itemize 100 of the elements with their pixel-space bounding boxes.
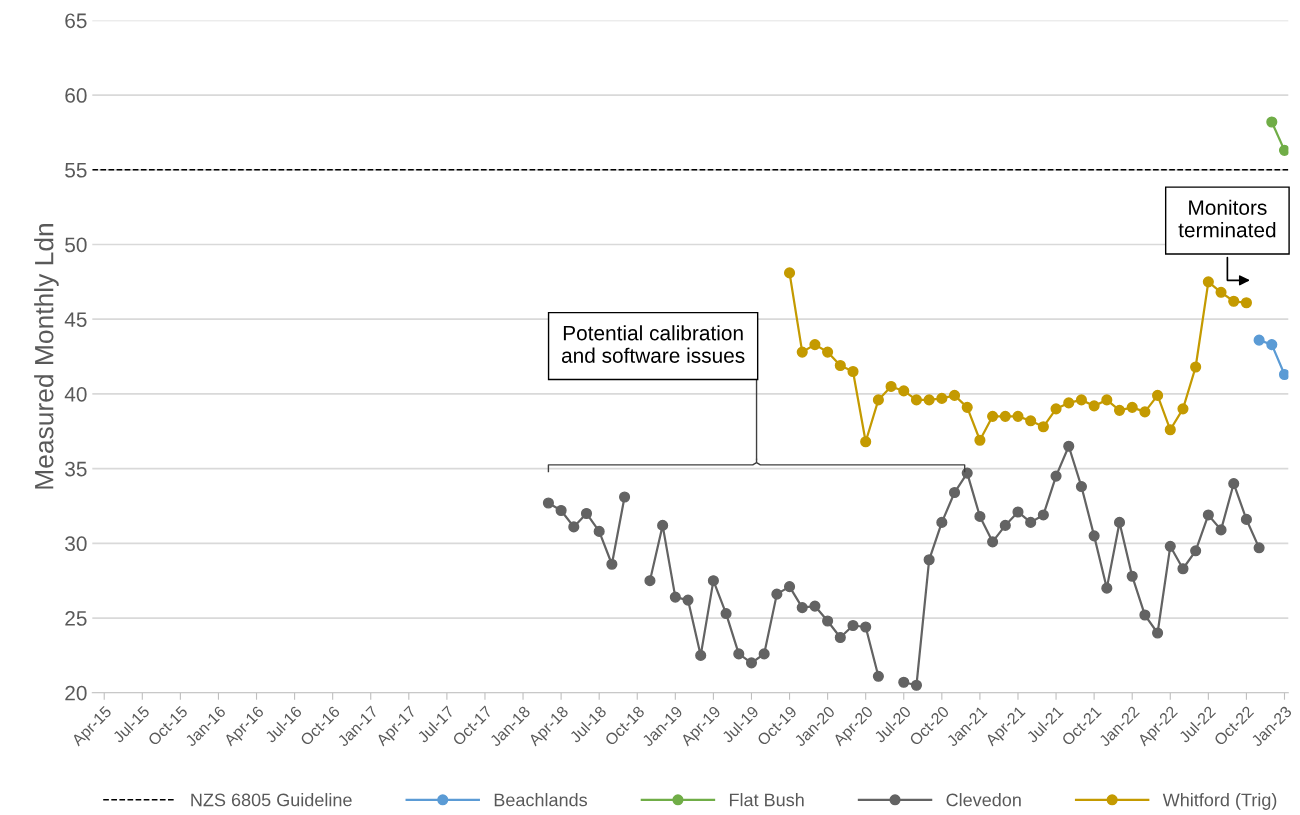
point bbox=[619, 491, 631, 503]
point bbox=[1101, 582, 1113, 594]
point bbox=[1139, 406, 1151, 418]
point bbox=[999, 519, 1011, 531]
point bbox=[885, 380, 897, 393]
point bbox=[1075, 480, 1087, 493]
point bbox=[936, 392, 948, 404]
legend-label: Clevedon bbox=[946, 793, 1021, 807]
y-tick-label: 45 bbox=[64, 312, 87, 327]
point bbox=[1088, 530, 1100, 542]
point bbox=[923, 394, 935, 406]
point bbox=[1240, 297, 1252, 309]
annotation: Monitors terminated bbox=[1178, 199, 1276, 238]
point bbox=[1240, 513, 1252, 525]
point bbox=[733, 648, 745, 660]
point bbox=[720, 608, 732, 620]
point bbox=[1177, 403, 1189, 415]
point bbox=[1228, 478, 1240, 490]
point bbox=[1025, 415, 1037, 427]
point bbox=[1164, 424, 1176, 436]
point bbox=[758, 648, 770, 660]
point bbox=[847, 619, 859, 632]
point bbox=[872, 670, 884, 682]
point bbox=[1278, 144, 1289, 156]
point bbox=[644, 575, 656, 587]
point bbox=[961, 401, 973, 413]
y-axis-title: Measured Monthly Ldn bbox=[34, 224, 59, 489]
point bbox=[1228, 295, 1240, 307]
point bbox=[1215, 524, 1227, 536]
point bbox=[783, 581, 796, 593]
point bbox=[898, 676, 910, 688]
point bbox=[555, 504, 567, 517]
point bbox=[987, 410, 999, 422]
point bbox=[1253, 334, 1265, 346]
point bbox=[1278, 368, 1289, 381]
point bbox=[796, 346, 808, 358]
point bbox=[872, 394, 884, 406]
y-tick-label: 40 bbox=[64, 386, 87, 402]
y-tick-label: 20 bbox=[65, 685, 87, 701]
point bbox=[898, 385, 910, 397]
point bbox=[1113, 516, 1126, 528]
point bbox=[542, 497, 554, 509]
point bbox=[1050, 403, 1062, 415]
point bbox=[1190, 545, 1202, 557]
point bbox=[809, 339, 821, 351]
point bbox=[783, 267, 796, 279]
point bbox=[936, 516, 948, 528]
y-tick-label: 65 bbox=[65, 13, 87, 29]
point bbox=[822, 615, 834, 627]
point bbox=[771, 588, 783, 600]
point bbox=[1063, 397, 1075, 409]
point bbox=[847, 365, 859, 378]
point bbox=[961, 467, 973, 479]
point bbox=[682, 594, 694, 606]
point bbox=[1202, 276, 1214, 288]
point bbox=[1088, 400, 1100, 412]
point bbox=[860, 436, 872, 448]
point bbox=[796, 602, 808, 614]
point bbox=[1075, 394, 1087, 406]
y-tick-label: 30 bbox=[65, 536, 87, 552]
point bbox=[1037, 509, 1049, 521]
point bbox=[1152, 389, 1164, 401]
point bbox=[834, 359, 846, 372]
y-tick-label: 35 bbox=[65, 461, 87, 477]
point bbox=[1025, 516, 1037, 528]
point bbox=[669, 591, 681, 603]
point bbox=[948, 486, 961, 499]
y-tick-label: 25 bbox=[65, 611, 87, 626]
point bbox=[606, 558, 618, 570]
point bbox=[1164, 540, 1176, 552]
legend-label: Whitford (Trig) bbox=[1162, 793, 1277, 810]
point bbox=[1037, 421, 1049, 433]
annotation: Potential calibration and software issues bbox=[561, 325, 745, 363]
y-tick-label: 60 bbox=[65, 88, 87, 103]
point bbox=[568, 521, 580, 533]
point bbox=[1152, 627, 1164, 639]
legend-label: Beachlands bbox=[494, 793, 588, 807]
point bbox=[809, 600, 821, 612]
point bbox=[1266, 339, 1278, 351]
point bbox=[1177, 563, 1189, 575]
point bbox=[987, 536, 999, 548]
point bbox=[1126, 401, 1138, 413]
point bbox=[999, 410, 1011, 422]
point bbox=[593, 525, 605, 537]
point bbox=[860, 621, 872, 633]
y-tick-label: 50 bbox=[65, 237, 87, 253]
point bbox=[1126, 570, 1138, 582]
point bbox=[910, 394, 923, 406]
point bbox=[707, 575, 719, 587]
point bbox=[923, 554, 935, 566]
point bbox=[834, 631, 846, 644]
point bbox=[1050, 470, 1062, 482]
point bbox=[580, 507, 593, 520]
point bbox=[1266, 116, 1278, 128]
point bbox=[1139, 609, 1151, 621]
legend-label: Flat Bush bbox=[729, 793, 804, 807]
point bbox=[948, 389, 961, 401]
y-tick-label: 55 bbox=[65, 163, 87, 178]
point bbox=[1012, 410, 1024, 422]
point bbox=[695, 649, 707, 661]
